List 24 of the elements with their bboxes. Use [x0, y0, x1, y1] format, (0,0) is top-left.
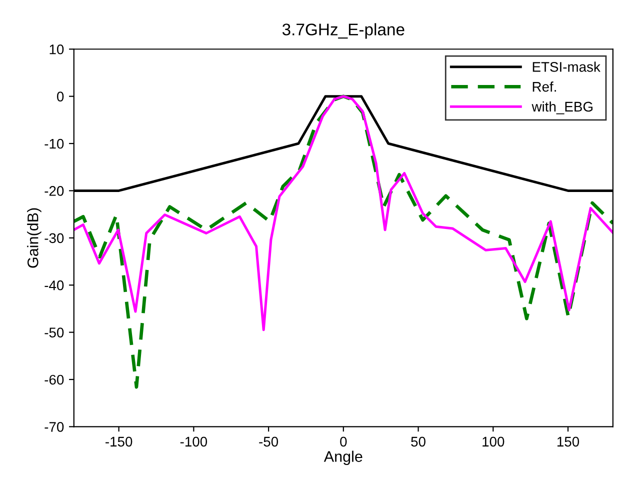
- y-axis-title: Gain(dB): [27, 208, 42, 268]
- y-tick-label: -10: [44, 138, 64, 149]
- y-tick-label: -30: [44, 233, 64, 244]
- x-tick-label: 50: [411, 436, 426, 447]
- x-tick-label: -150: [106, 436, 132, 447]
- legend-label: with_EBG: [532, 101, 592, 114]
- legend-label: Ref.: [532, 82, 556, 92]
- y-tick-label: -50: [44, 328, 64, 338]
- y-tick-label: -60: [44, 374, 64, 385]
- x-axis-title: Angle: [324, 450, 362, 465]
- y-tick-label: -70: [44, 422, 64, 432]
- x-tick-label: 150: [557, 436, 580, 447]
- legend-label: ETSI-mask: [532, 62, 600, 72]
- y-tick-label: 10: [50, 44, 64, 54]
- x-tick-label: -100: [180, 436, 208, 447]
- y-tick-label: -20: [44, 186, 64, 196]
- x-tick-label: -50: [259, 436, 278, 447]
- x-tick-label: 0: [340, 436, 347, 447]
- line-series: [74, 94, 613, 389]
- y-tick-label: -40: [44, 280, 64, 290]
- line-series: [74, 95, 613, 332]
- y-tick-label: 0: [56, 92, 64, 102]
- chart-title: 3.7GHz_E-plane: [282, 23, 404, 39]
- x-tick-label: 100: [482, 436, 504, 447]
